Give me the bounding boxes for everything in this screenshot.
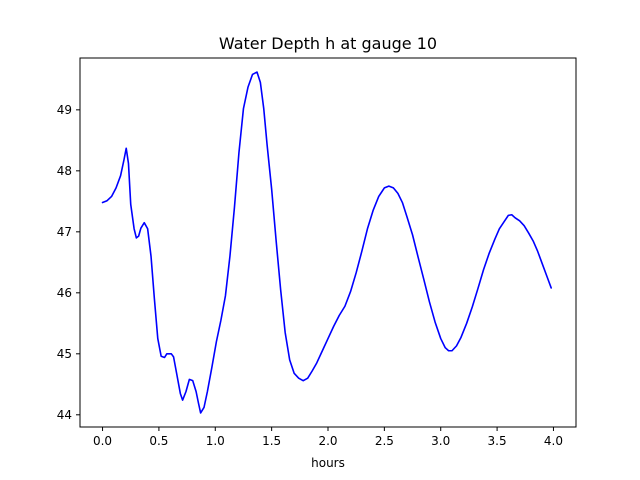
y-tick-label: 44 [57,408,72,422]
x-tick-label: 3.0 [431,434,450,448]
x-tick-label: 2.5 [375,434,394,448]
x-tick-label: 1.5 [262,434,281,448]
y-tick-label: 47 [57,225,72,239]
x-tick-label: 0.0 [93,434,112,448]
series-line [101,71,552,414]
x-tick-label: 4.0 [544,434,563,448]
y-tick-label: 49 [57,103,72,117]
y-tick-label: 48 [57,164,72,178]
plot-area [101,71,552,414]
x-tick-label: 1.0 [206,434,225,448]
x-tick-label: 3.5 [488,434,507,448]
y-tick-label: 45 [57,347,72,361]
x-axis: 0.0 0.5 1.0 1.5 2.0 2.5 3.0 3.5 4.0 [93,427,563,448]
x-tick-label: 0.5 [149,434,168,448]
y-tick-label: 46 [57,286,72,300]
x-axis-label: hours [311,456,345,470]
y-axis: 44 45 46 47 48 49 [57,103,80,422]
chart-title: Water Depth h at gauge 10 [219,34,437,53]
x-tick-label: 2.0 [318,434,337,448]
